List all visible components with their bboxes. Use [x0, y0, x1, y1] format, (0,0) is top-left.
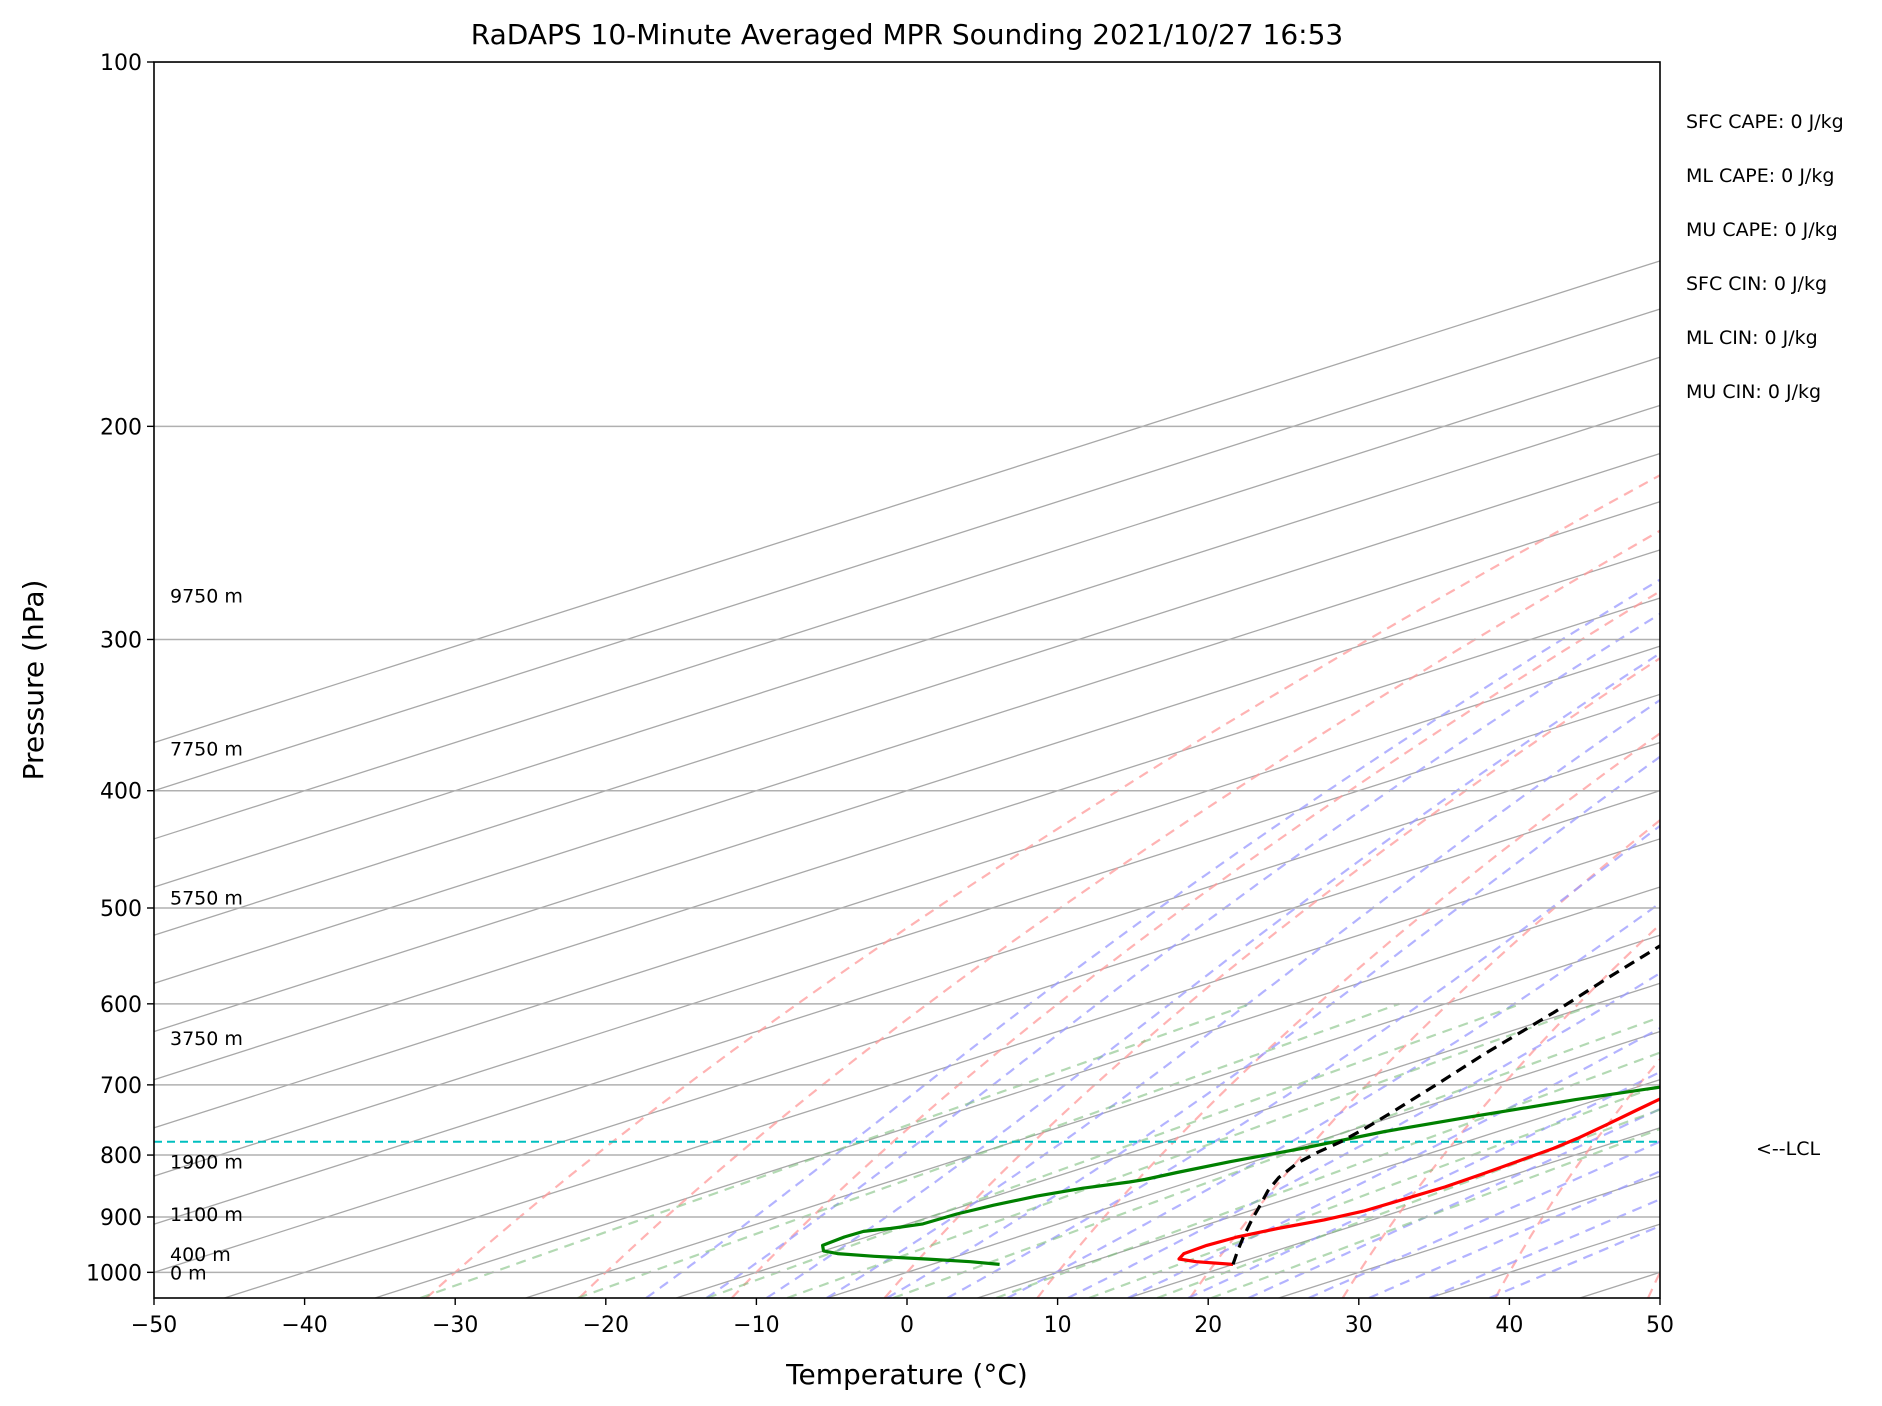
background-lines	[154, 62, 1882, 1298]
index-mu-cape: MU CAPE: 0 J/kg	[1686, 219, 1838, 241]
isotherm	[676, 982, 1660, 1298]
index-sfc-cin: SFC CIN: 0 J/kg	[1686, 273, 1827, 295]
y-tick-label: 600	[100, 993, 142, 1018]
y-axis-ticks: 100 200 300 400 500 600 700 800 900 1000	[86, 51, 154, 1286]
dry-adiabat	[425, 473, 1660, 1298]
pressure-gridlines	[154, 62, 1660, 1274]
chart-title: RaDAPS 10-Minute Averaged MPR Sounding 2…	[471, 18, 1343, 51]
mixing-ratio-line	[419, 1002, 1252, 1298]
dry-adiabat	[1801, 62, 1882, 1298]
y-axis-label: Pressure (hPa)	[17, 580, 50, 781]
height-label: 1900 m	[170, 1152, 243, 1174]
x-tick-label: −40	[281, 1313, 327, 1338]
height-label: 7750 m	[170, 738, 243, 760]
mixing-ratio-line	[1211, 1127, 1660, 1298]
x-tick-label: 10	[1044, 1313, 1072, 1338]
dry-adiabat	[1036, 732, 1660, 1298]
height-label: 0 m	[170, 1262, 207, 1284]
dewpoint-profile	[820, 1085, 1660, 1266]
index-ml-cape: ML CAPE: 0 J/kg	[1686, 165, 1834, 187]
isotherm	[154, 741, 1660, 1225]
height-label: 400 m	[170, 1244, 231, 1266]
index-mu-cin: MU CIN: 0 J/kg	[1686, 381, 1821, 403]
y-tick-label: 200	[100, 415, 142, 440]
height-label: 5750 m	[170, 887, 243, 909]
y-tick-label: 1000	[86, 1261, 142, 1286]
dry-adiabat	[731, 589, 1660, 1298]
isotherm	[374, 886, 1660, 1298]
y-tick-label: 800	[100, 1144, 142, 1169]
lcl-label: <--LCL	[1756, 1138, 1820, 1160]
height-labels: 9750 m 7750 m 5750 m 3750 m 1900 m 1100 m 400 …	[170, 586, 243, 1285]
moist-adiabat	[1308, 1140, 1660, 1298]
y-tick-label: 100	[100, 51, 142, 76]
isotherm	[154, 356, 1660, 840]
isotherm	[154, 308, 1660, 792]
mixing-ratio-line	[1156, 1108, 1660, 1298]
isotherm	[826, 1030, 1660, 1298]
height-label: 3750 m	[170, 1028, 243, 1050]
x-tick-label: 50	[1646, 1313, 1674, 1338]
y-tick-label: 500	[100, 897, 142, 922]
x-tick-label: 20	[1194, 1313, 1222, 1338]
isotherm	[1579, 1271, 1660, 1298]
dry-adiabat	[883, 656, 1660, 1298]
dry-adiabat	[1341, 923, 1660, 1298]
dry-adiabat	[578, 529, 1660, 1298]
x-tick-label: −10	[733, 1313, 779, 1338]
index-ml-cin: ML CIN: 0 J/kg	[1686, 327, 1818, 349]
height-label: 9750 m	[170, 586, 243, 608]
dry-adiabat	[1189, 818, 1660, 1298]
mixing-ratio-line	[706, 1002, 1522, 1298]
x-tick-label: 40	[1495, 1313, 1523, 1338]
isotherm	[154, 597, 1660, 1081]
moist-adiabat	[1127, 1026, 1660, 1298]
moist-adiabat	[946, 824, 1660, 1298]
isotherm	[154, 404, 1660, 888]
mixing-ratio-line	[786, 1002, 1598, 1298]
index-sfc-cape: SFC CAPE: 0 J/kg	[1686, 111, 1844, 133]
isotherm	[154, 549, 1660, 1033]
x-tick-label: −20	[583, 1313, 629, 1338]
x-tick-label: −30	[432, 1313, 478, 1338]
isotherm	[154, 790, 1660, 1274]
isotherm	[977, 1079, 1660, 1298]
x-axis-ticks: −50 −40 −30 −20 −10 0 10 20 30 40 50	[131, 1298, 1674, 1338]
moist-adiabat	[765, 652, 1660, 1298]
dry-adiabat	[1647, 1269, 1660, 1298]
mixing-ratio-line	[577, 1002, 1400, 1298]
mixing-ratio-line	[995, 1051, 1660, 1298]
y-tick-label: 400	[100, 780, 142, 805]
moist-adiabat	[1067, 971, 1660, 1298]
moist-adiabat	[645, 578, 1660, 1298]
isotherm	[224, 838, 1660, 1298]
y-tick-label: 900	[100, 1206, 142, 1231]
plot-frame	[153, 61, 1661, 1299]
isotherm	[154, 452, 1660, 936]
moist-adiabat	[705, 612, 1660, 1298]
isotherm	[154, 260, 1660, 744]
series-group	[820, 944, 1660, 1266]
stability-indices: SFC CAPE: 0 J/kg ML CAPE: 0 J/kg MU CAPE: …	[1686, 111, 1844, 403]
isotherm	[154, 693, 1660, 1177]
isotherm	[154, 501, 1660, 985]
y-tick-label: 300	[100, 628, 142, 653]
x-tick-label: 30	[1345, 1313, 1373, 1338]
temperature-profile	[1177, 1097, 1660, 1266]
isotherm	[1278, 1175, 1660, 1298]
height-label: 1100 m	[170, 1204, 243, 1226]
isotherm	[525, 934, 1660, 1298]
x-axis-label: Temperature (°C)	[785, 1358, 1028, 1391]
parcel-profile	[1231, 944, 1660, 1265]
x-tick-label: −50	[131, 1313, 177, 1338]
y-tick-label: 700	[100, 1074, 142, 1099]
x-tick-label: 0	[900, 1313, 914, 1338]
mixing-ratio-line	[1088, 1084, 1660, 1298]
isotherm	[154, 645, 1660, 1129]
